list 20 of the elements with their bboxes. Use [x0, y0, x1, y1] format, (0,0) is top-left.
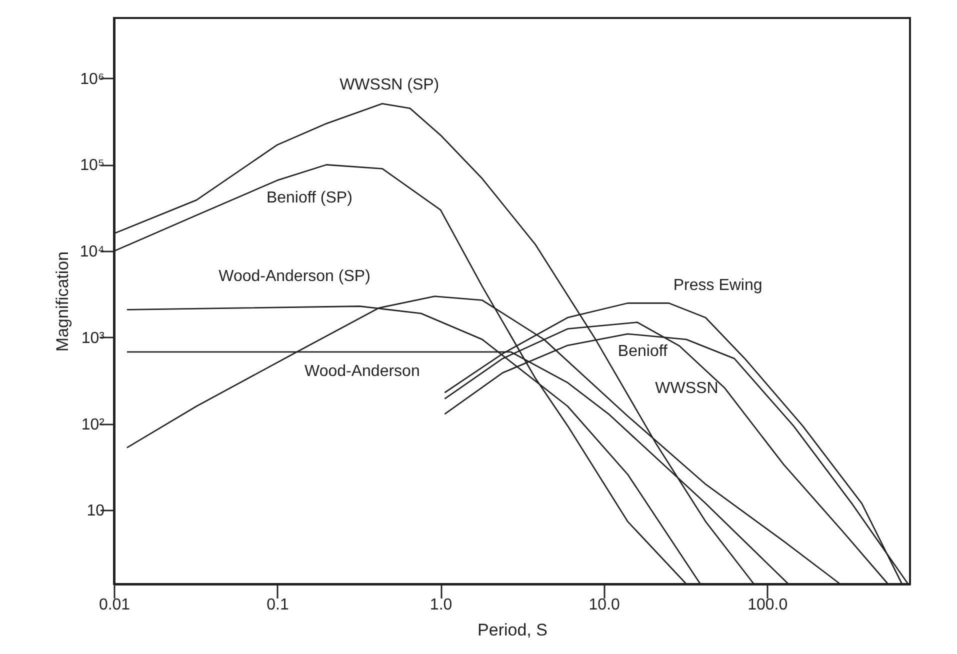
series-label: Wood-Anderson (SP) — [218, 268, 370, 285]
series-label: Wood-Anderson — [304, 362, 420, 380]
y-tick-label: 10 — [86, 502, 105, 520]
x-tick-label: 1.0 — [430, 596, 452, 614]
x-tick-label: 10.0 — [588, 596, 620, 614]
x-axis-title: Period, S — [478, 620, 548, 640]
y-tick-label: 10³ — [81, 330, 106, 347]
y-tick-label: 10² — [81, 416, 106, 434]
series-label: WWSSN — [655, 380, 718, 398]
x-tick-label: 0.01 — [98, 596, 130, 614]
x-tick-label: 0.1 — [266, 596, 289, 614]
y-tick-label: 10⁶ — [80, 70, 104, 88]
series-label: Benioff (SP) — [266, 190, 352, 207]
y-tick-label: 10⁵ — [80, 157, 104, 174]
series-label: WWSSN (SP) — [340, 76, 440, 94]
series-label: Press Ewing — [673, 277, 762, 294]
y-tick-label: 10⁴ — [80, 244, 105, 261]
x-tick-label: 100.0 — [748, 596, 788, 614]
y-axis-title: Magnification — [52, 251, 72, 352]
series-label: Benioff — [618, 342, 668, 360]
